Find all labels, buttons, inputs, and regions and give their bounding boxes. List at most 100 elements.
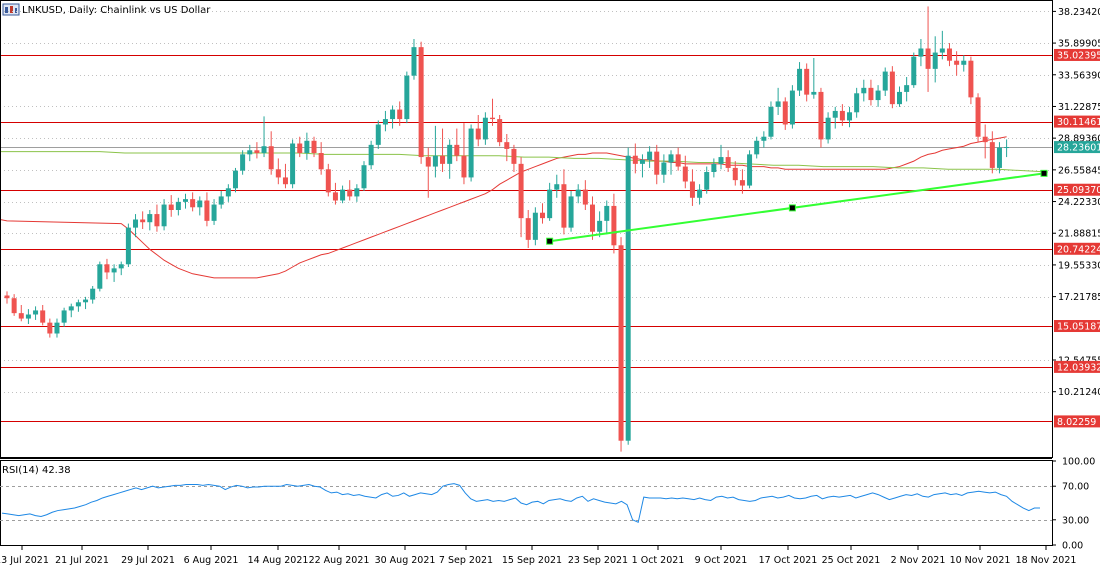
candle-body (547, 189, 553, 219)
candle (768, 101, 774, 140)
candle (354, 184, 360, 202)
candle-body (604, 205, 610, 221)
candle-body (989, 142, 995, 168)
candle-body (954, 60, 960, 65)
price-axis-bg (1053, 0, 1100, 458)
candle (282, 163, 288, 189)
candle-body (282, 177, 288, 185)
candle (946, 43, 952, 67)
price-tick-label: 17.21785 (1058, 292, 1100, 303)
candle-body (875, 90, 881, 101)
time-tick-label: 6 Aug 2021 (184, 555, 239, 566)
candle-body (147, 214, 153, 223)
candle-body (247, 150, 253, 155)
candle (504, 134, 510, 162)
candle-body (25, 314, 31, 319)
candle (432, 125, 438, 178)
candle (868, 79, 874, 106)
candle (325, 163, 331, 197)
candle (83, 296, 89, 310)
rsi-panel: 100.00 70.00 30.00 0.00 (0, 457, 1095, 552)
candle-body (811, 91, 817, 95)
candle (25, 309, 31, 324)
rsi-tick-label: 100.00 (1062, 457, 1095, 468)
price-tick-label: 31.22875 (1058, 102, 1100, 113)
candle (989, 131, 995, 174)
candle-body (782, 101, 788, 125)
candle-body (54, 322, 60, 334)
candle (697, 184, 703, 205)
candle (397, 101, 403, 126)
candle (347, 180, 353, 201)
candle (197, 196, 203, 216)
candle-body (83, 299, 89, 303)
candle (975, 93, 981, 143)
candle (268, 131, 274, 175)
candle (47, 318, 53, 338)
candle-body (347, 189, 353, 197)
candle (925, 6, 931, 92)
candle-body (868, 87, 874, 101)
candle (847, 106, 853, 128)
candle (175, 197, 181, 216)
candle (897, 86, 902, 107)
candle-body (125, 227, 131, 265)
candle-body (11, 298, 17, 314)
candle (111, 264, 117, 282)
candle-body (511, 148, 517, 164)
candle-body (211, 204, 217, 221)
candle (11, 294, 17, 316)
candle (390, 105, 396, 129)
candle (789, 85, 795, 129)
candle (97, 261, 103, 292)
candle-body (996, 147, 1002, 168)
candle (982, 124, 988, 159)
price-tick-label: 24.22330 (1058, 197, 1100, 208)
candle-body (732, 167, 738, 181)
candle (418, 41, 424, 164)
ma-fast-line (0, 136, 1007, 279)
candle-body (918, 48, 924, 57)
price-tick-label: 19.55330 (1058, 260, 1100, 271)
candle-body (661, 162, 667, 175)
candle-body (275, 169, 281, 178)
candle (440, 128, 446, 172)
trendline[interactable] (546, 169, 1048, 245)
candle-body (968, 60, 974, 98)
candle (961, 55, 967, 72)
candle (375, 120, 381, 149)
candle-body (961, 60, 967, 65)
trendline-mid-handle[interactable] (788, 204, 796, 212)
candle-body (232, 170, 238, 189)
candle-body (711, 163, 717, 172)
candle (611, 193, 617, 254)
candle (704, 166, 710, 194)
candle (739, 169, 745, 194)
candle (904, 77, 910, 102)
candle (168, 195, 174, 217)
candle-body (911, 56, 917, 86)
time-tick-label: 25 Oct 2021 (822, 555, 881, 566)
candle-body (33, 310, 39, 315)
candle (554, 174, 560, 198)
candle-body (597, 220, 603, 232)
candle-body (254, 150, 260, 153)
candle-body (754, 140, 760, 155)
candle-body (497, 119, 503, 143)
candle (368, 140, 374, 170)
price-tick-label: 35.89905 (1058, 39, 1100, 50)
candle (4, 291, 10, 304)
time-tick-label: 22 Aug 2021 (309, 555, 370, 566)
chart-window-icon (2, 3, 20, 16)
trendline-start-handle[interactable] (546, 237, 554, 245)
candle-body (725, 157, 731, 168)
candle (661, 154, 667, 183)
level-label: 12.03932 (1057, 362, 1100, 373)
trendline-end-handle[interactable] (1040, 169, 1048, 177)
rsi-panel-frame (0, 460, 1053, 546)
candle-body (111, 268, 117, 273)
candle-body (40, 310, 46, 323)
candle-body (982, 136, 988, 143)
candle-body (118, 264, 124, 269)
candle-body (183, 199, 188, 202)
